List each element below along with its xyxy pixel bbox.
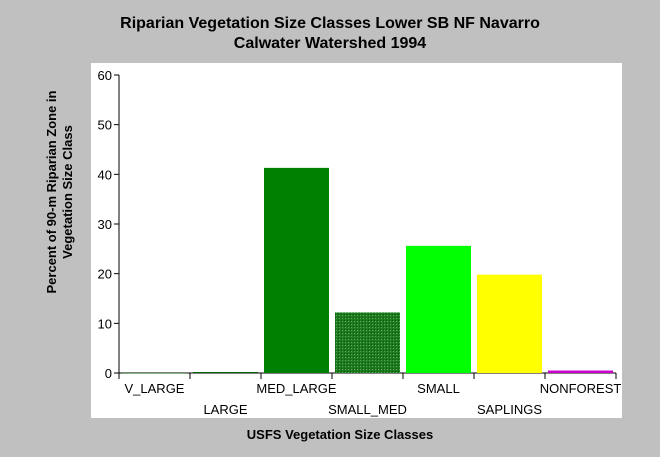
x-category-label: SMALL_MED bbox=[328, 402, 407, 417]
chart-title: Riparian Vegetation Size Classes Lower S… bbox=[0, 14, 660, 54]
x-category-label: LARGE bbox=[203, 402, 247, 417]
y-tick-label: 40 bbox=[98, 167, 112, 182]
x-category-label: SMALL bbox=[417, 381, 460, 396]
x-category-label: NONFOREST bbox=[540, 381, 622, 396]
y-tick-label: 10 bbox=[98, 316, 112, 331]
bar-med-large bbox=[264, 167, 329, 373]
bar-v-large bbox=[122, 373, 187, 374]
y-tick-label: 0 bbox=[105, 366, 112, 381]
bar-small bbox=[406, 245, 471, 373]
y-tick-label: 50 bbox=[98, 118, 112, 133]
x-category-label: MED_LARGE bbox=[256, 381, 337, 396]
y-tick-label: 60 bbox=[98, 68, 112, 83]
chart-title-line2: Calwater Watershed 1994 bbox=[233, 35, 427, 52]
chart-title-line1: Riparian Vegetation Size Classes Lower S… bbox=[120, 15, 540, 32]
bar-small-med bbox=[335, 312, 400, 373]
y-axis-label: Percent of 90-m Riparian Zone in Vegetat… bbox=[44, 90, 75, 294]
y-tick-label: 30 bbox=[98, 217, 112, 232]
x-category-label: V_LARGE bbox=[125, 381, 185, 396]
x-axis-label: USFS Vegetation Size Classes bbox=[246, 427, 434, 442]
bar-large bbox=[193, 372, 258, 373]
bar-nonforest bbox=[548, 370, 613, 373]
x-category-label: SAPLINGS bbox=[477, 402, 542, 417]
y-tick-label: 20 bbox=[98, 267, 112, 282]
bar-saplings bbox=[477, 274, 542, 373]
